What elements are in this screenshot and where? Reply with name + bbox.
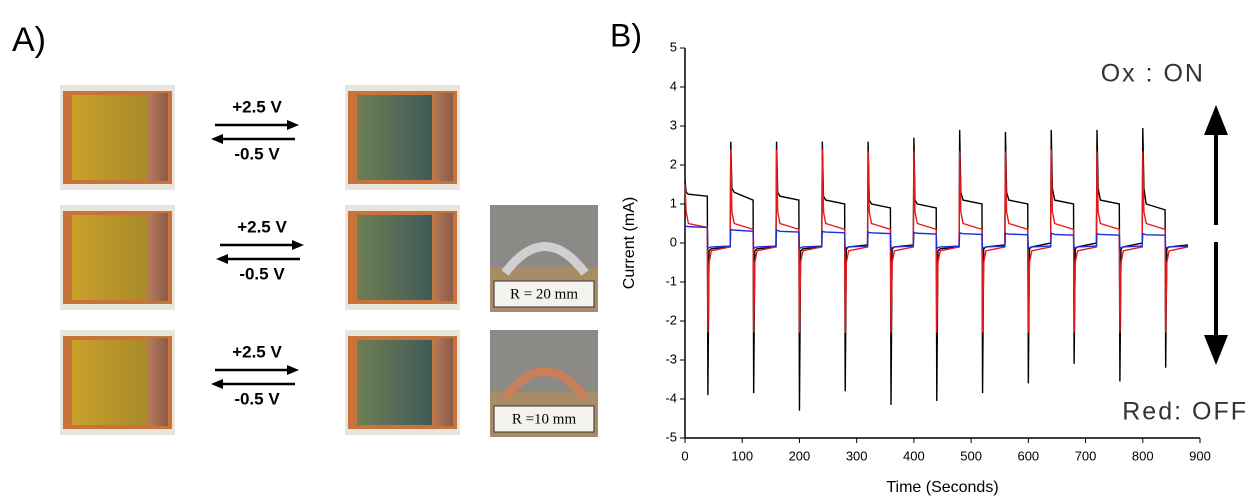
series-line <box>684 224 1189 251</box>
film <box>72 340 147 425</box>
electrode <box>433 213 453 301</box>
electrode <box>433 338 453 426</box>
y-tick-label: 0 <box>670 234 677 249</box>
arrow-head <box>211 379 223 389</box>
x-tick-label: 100 <box>731 448 753 463</box>
x-tick-label: 500 <box>960 448 982 463</box>
arrow-head <box>292 240 304 250</box>
electrode <box>148 93 168 181</box>
panel-label: A) <box>12 21 46 59</box>
bent-device <box>501 242 589 276</box>
inset-label: R = 20 mm <box>510 286 578 302</box>
inset-label: R =10 mm <box>512 411 577 427</box>
arrow-head <box>211 134 223 144</box>
film <box>72 95 147 180</box>
voltage-label: +2.5 V <box>237 217 287 236</box>
y-tick-label: -3 <box>665 351 677 366</box>
photos: +2.5 V -0.5 V +2.5 V -0.5 V +2.5 V -0.5 V R = … <box>60 85 598 437</box>
y-tick-label: 4 <box>670 78 677 93</box>
series-line <box>684 149 1189 333</box>
panel-label: B) <box>610 17 642 53</box>
x-tick-label: 300 <box>846 448 868 463</box>
x-axis-label: Time (Seconds) <box>886 479 998 496</box>
inset-label-box <box>493 405 595 433</box>
x-tick-label: 600 <box>1017 448 1039 463</box>
electrode <box>148 338 168 426</box>
x-tick-label: 900 <box>1189 448 1211 463</box>
film <box>357 95 432 180</box>
y-tick-label: -4 <box>665 390 677 405</box>
voltage-label: -0.5 V <box>239 264 285 283</box>
y-tick-label: 2 <box>670 156 677 171</box>
annotation: Red: OFF <box>1122 398 1248 426</box>
voltage-label: -0.5 V <box>234 389 280 408</box>
x-tick-label: 700 <box>1075 448 1097 463</box>
x-tick-label: 800 <box>1132 448 1154 463</box>
y-tick-label: 3 <box>670 117 677 132</box>
bent-device <box>501 367 589 401</box>
y-tick-label: -5 <box>665 429 677 444</box>
y-axis-label: Current (mA) <box>621 197 638 289</box>
y-tick-label: -2 <box>665 312 677 327</box>
voltage-label: +2.5 V <box>232 97 282 116</box>
electrode <box>433 93 453 181</box>
y-tick-label: 1 <box>670 195 677 210</box>
y-tick-label: -1 <box>665 273 677 288</box>
voltage-label: +2.5 V <box>232 342 282 361</box>
plot: -5 -4 -3 -2 -1 0 1 2 3 4 5 0 100 200 300 400 500 600 700 80… <box>621 39 1248 496</box>
double-arrow <box>1204 105 1228 365</box>
arrow-head <box>216 254 228 264</box>
arrow-head <box>287 120 299 130</box>
voltage-label: -0.5 V <box>234 144 280 163</box>
x-tick-label: 400 <box>903 448 925 463</box>
film <box>357 215 432 300</box>
arrow-head <box>287 365 299 375</box>
x-tick-label: 0 <box>681 448 688 463</box>
electrode <box>148 213 168 301</box>
y-tick-label: 5 <box>670 39 677 54</box>
x-tick-label: 200 <box>789 448 811 463</box>
annotation: Ox : ON <box>1101 60 1205 88</box>
film <box>357 340 432 425</box>
film <box>72 215 147 300</box>
inset-label-box <box>493 280 595 308</box>
